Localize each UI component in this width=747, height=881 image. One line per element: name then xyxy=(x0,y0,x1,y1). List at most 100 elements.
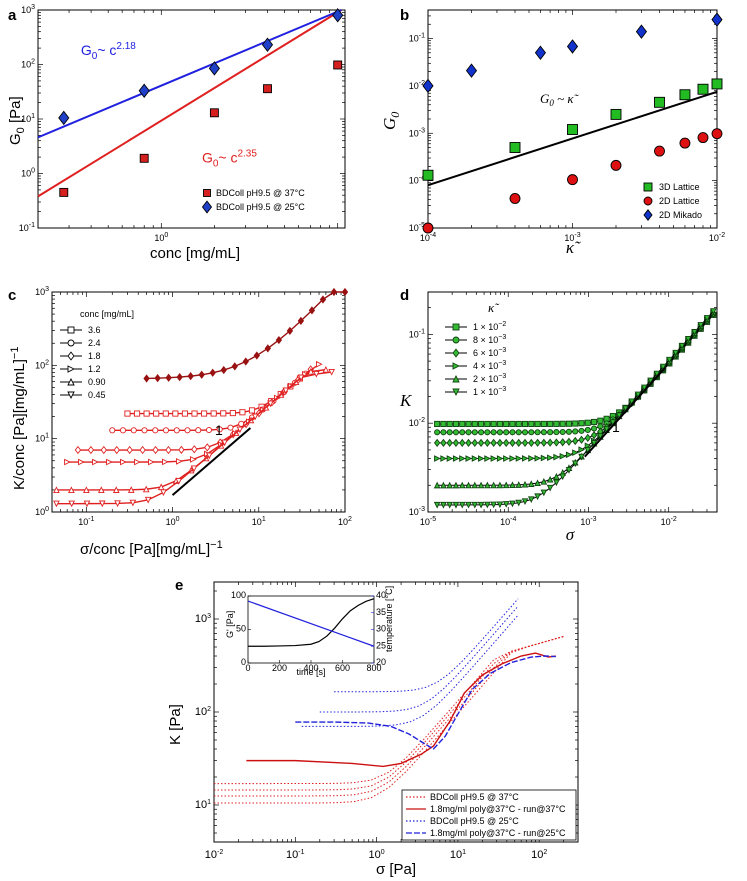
legend-marker xyxy=(452,388,460,397)
data-point xyxy=(172,410,179,417)
legend-marker xyxy=(452,336,460,344)
data-point xyxy=(162,410,169,417)
y-tick-label: 102 xyxy=(21,59,35,70)
data-point xyxy=(307,367,315,375)
data-point xyxy=(152,445,159,455)
y-tick-label: 10-2 xyxy=(409,80,425,91)
data-point xyxy=(446,481,454,489)
data-point xyxy=(267,400,274,408)
data-point xyxy=(133,410,141,417)
data-point xyxy=(239,409,246,416)
data-point xyxy=(477,501,485,509)
data-point xyxy=(571,460,579,468)
data-point xyxy=(68,486,75,493)
data-point xyxy=(162,458,169,466)
x-tick-label: 101 xyxy=(450,849,466,861)
data-point xyxy=(201,410,208,417)
y-tick-label: 102 xyxy=(35,359,49,370)
data-point xyxy=(515,481,523,488)
data-point xyxy=(679,89,691,101)
data-point xyxy=(154,374,161,383)
data-point xyxy=(97,486,105,493)
data-point xyxy=(496,501,504,509)
data-point xyxy=(547,429,554,436)
data-point xyxy=(109,427,116,434)
data-point xyxy=(534,438,541,447)
data-point xyxy=(565,451,573,459)
data-point xyxy=(440,481,447,489)
data-point xyxy=(446,455,454,462)
data-point xyxy=(130,427,137,434)
y-axis-label: G0 xyxy=(380,112,402,130)
data-point xyxy=(330,287,338,297)
data-point xyxy=(509,500,516,508)
data-point xyxy=(471,429,478,436)
data-point xyxy=(515,455,523,462)
data-point xyxy=(553,453,561,461)
data-point xyxy=(484,429,491,436)
data-point xyxy=(528,429,535,436)
inset-y2-tick-label: 30 xyxy=(376,624,386,634)
data-point xyxy=(204,443,211,452)
data-point xyxy=(141,427,148,434)
data-point xyxy=(64,458,71,466)
data-point xyxy=(160,489,167,497)
data-point xyxy=(565,437,573,446)
data-point xyxy=(434,420,441,428)
legend-label: BDColl pH9.5 @ 37°C xyxy=(430,792,519,802)
data-point xyxy=(572,436,579,446)
data-point xyxy=(134,458,141,466)
x-axis-label: conc [mg/mL] xyxy=(150,245,240,262)
data-point xyxy=(640,384,648,392)
x-axis-label: σ xyxy=(566,525,575,544)
data-point xyxy=(521,455,529,462)
data-point xyxy=(191,445,198,454)
legend-marker xyxy=(643,182,653,192)
data-point xyxy=(559,420,566,427)
data-point xyxy=(565,420,573,427)
x-tick-label: 10-2 xyxy=(205,849,224,861)
panel-letter: e xyxy=(175,577,183,594)
data-point xyxy=(465,455,473,462)
data-point xyxy=(465,429,472,436)
inset-temp-curve xyxy=(247,600,375,647)
data-point xyxy=(502,481,510,489)
x-tick-label: 10-1 xyxy=(78,516,94,527)
slope-label: 1 xyxy=(215,422,223,438)
data-point xyxy=(584,446,592,454)
slope-line xyxy=(584,367,666,458)
data-point xyxy=(452,501,460,509)
x-tick-label: 101 xyxy=(252,516,266,527)
data-point xyxy=(654,145,665,157)
data-point xyxy=(584,419,591,426)
panel-letter: b xyxy=(400,7,409,24)
fit-annotation: G0~ c2.18 xyxy=(81,41,136,62)
data-point xyxy=(654,96,665,108)
data-point xyxy=(572,428,579,435)
inset-y2-label: temperature [°C] xyxy=(384,586,394,652)
data-point xyxy=(534,454,542,462)
legend-title: conc [mg/mL] xyxy=(80,309,134,319)
x-axis-label: κ̃ xyxy=(566,238,581,257)
x-tick-label: 10-4 xyxy=(500,516,516,527)
data-point xyxy=(221,439,228,447)
data-point xyxy=(297,316,305,326)
data-point xyxy=(635,24,648,39)
x-tick-label: 10-1 xyxy=(286,849,305,861)
data-point xyxy=(229,410,236,417)
panel-c: 10-1 100 101 102 100 101 102 103 1 conc [mg/mL] 3.… xyxy=(8,286,352,558)
data-point xyxy=(187,372,194,381)
legend-label: 8 × 10−3 xyxy=(473,334,506,345)
data-point xyxy=(609,419,617,427)
fit-line xyxy=(37,9,342,139)
data-point xyxy=(528,455,535,462)
data-point xyxy=(590,431,598,440)
data-point xyxy=(205,452,213,460)
data-point xyxy=(176,458,183,465)
data-point xyxy=(98,500,106,508)
data-point xyxy=(534,493,541,501)
data-point xyxy=(191,410,198,417)
data-point xyxy=(328,369,335,376)
data-point xyxy=(578,420,585,427)
data-point xyxy=(484,438,491,448)
